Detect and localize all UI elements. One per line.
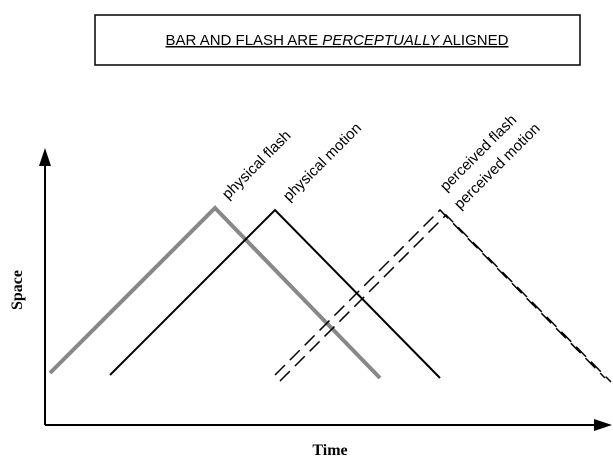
- title: BAR AND FLASH ARE PERCEPTUALLY ALIGNED: [166, 32, 509, 49]
- perceived-motion-trace: [279, 213, 612, 383]
- physical-motion-trace: [109, 208, 441, 379]
- x-arrow: [594, 419, 612, 431]
- title-part: ALIGNED: [439, 32, 508, 49]
- y-axis-label: Space: [9, 270, 26, 310]
- y-arrow: [39, 148, 51, 166]
- x-axis-label: Time: [312, 442, 347, 459]
- physical-motion-label: physical motion: [280, 120, 365, 205]
- physical-flash-trace: [48, 205, 382, 380]
- title-part: BAR AND FLASH ARE: [166, 32, 323, 49]
- title-emphasis: PERCEPTUALLY: [322, 32, 440, 49]
- title-box: [94, 14, 581, 66]
- perceived-flash-trace: [274, 208, 606, 379]
